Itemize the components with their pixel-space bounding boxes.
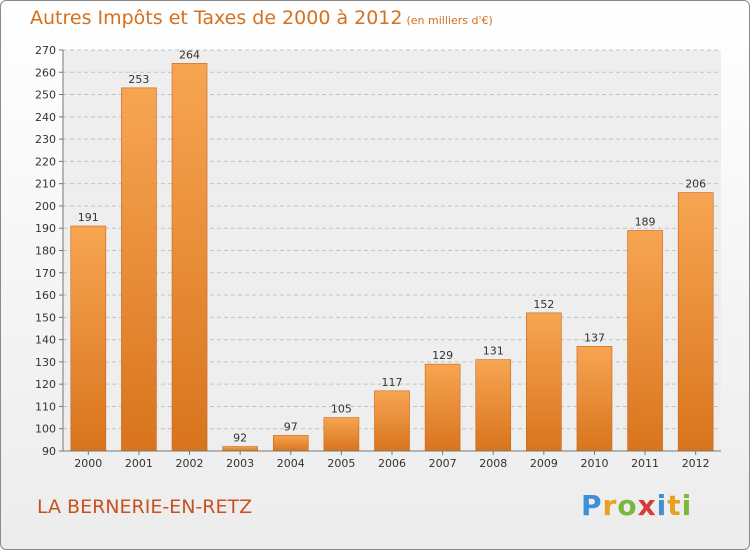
bar bbox=[374, 390, 410, 452]
bar bbox=[627, 230, 663, 452]
logo-letter: r bbox=[602, 489, 618, 522]
y-tick-label: 120 bbox=[35, 378, 56, 391]
data-label: 152 bbox=[533, 298, 554, 311]
y-tick-label: 240 bbox=[35, 111, 56, 124]
logo-letter: t bbox=[667, 489, 682, 522]
x-tick-label: 2009 bbox=[530, 457, 558, 470]
y-tick-label: 210 bbox=[35, 178, 56, 191]
axes: 90 100 110 120 130 140 150 160 170 180 190 200 210 22… bbox=[35, 44, 721, 470]
chart-title: Autres Impôts et Taxes de 2000 à 2012 (en… bbox=[30, 7, 493, 29]
chart-title-text: Autres Impôts et Taxes de 2000 à 2012 bbox=[30, 7, 403, 29]
bar bbox=[526, 312, 562, 452]
y-tick-label: 130 bbox=[35, 356, 56, 369]
y-tick-label: 170 bbox=[35, 267, 56, 280]
data-label: 189 bbox=[635, 215, 656, 228]
data-label: 206 bbox=[685, 178, 706, 191]
x-tick-label: 2002 bbox=[176, 457, 204, 470]
place-name: LA BERNERIE-EN-RETZ bbox=[37, 496, 253, 518]
logo-letter: x bbox=[637, 489, 657, 522]
bar bbox=[576, 345, 613, 452]
bar bbox=[677, 192, 714, 452]
data-label: 137 bbox=[584, 331, 605, 344]
bar bbox=[121, 87, 157, 452]
bar bbox=[222, 446, 258, 452]
y-tick-label: 270 bbox=[35, 44, 56, 57]
data-label: 129 bbox=[432, 349, 453, 362]
data-label: 97 bbox=[284, 420, 298, 433]
y-tick-label: 90 bbox=[42, 445, 56, 458]
y-tick-label: 200 bbox=[35, 200, 56, 213]
x-tick-label: 2006 bbox=[378, 457, 406, 470]
x-tick-label: 2000 bbox=[74, 457, 102, 470]
y-tick-label: 140 bbox=[35, 334, 56, 347]
bar bbox=[424, 363, 461, 452]
logo-letter: P bbox=[581, 489, 603, 522]
y-tick-label: 150 bbox=[35, 311, 56, 324]
x-tick-label: 2010 bbox=[580, 457, 608, 470]
bar bbox=[272, 435, 309, 452]
x-tick-label: 2008 bbox=[479, 457, 507, 470]
y-tick-label: 110 bbox=[35, 400, 56, 413]
data-label: 105 bbox=[331, 403, 352, 416]
data-label: 131 bbox=[483, 345, 504, 358]
chart-subtitle: (en milliers d'€) bbox=[406, 14, 493, 27]
y-tick-label: 160 bbox=[35, 289, 56, 302]
y-tick-label: 190 bbox=[35, 222, 56, 235]
y-tick-label: 180 bbox=[35, 245, 56, 258]
data-label: 92 bbox=[233, 432, 247, 445]
y-tick-label: 250 bbox=[35, 89, 56, 102]
data-label: 264 bbox=[179, 48, 200, 61]
data-label: 253 bbox=[128, 73, 149, 86]
y-tick-label: 230 bbox=[35, 133, 56, 146]
bar bbox=[171, 63, 208, 452]
bar bbox=[323, 417, 360, 452]
x-tick-label: 2005 bbox=[327, 457, 355, 470]
x-tick-label: 2011 bbox=[631, 457, 659, 470]
bar bbox=[70, 225, 107, 452]
y-tick-label: 220 bbox=[35, 155, 56, 168]
x-tick-label: 2007 bbox=[429, 457, 457, 470]
y-tick-label: 100 bbox=[35, 423, 56, 436]
x-tick-label: 2001 bbox=[125, 457, 153, 470]
x-tick-label: 2004 bbox=[277, 457, 305, 470]
x-tick-label: 2012 bbox=[682, 457, 710, 470]
bar bbox=[475, 359, 512, 452]
data-label: 117 bbox=[382, 376, 403, 389]
logo-letter: i bbox=[656, 489, 668, 522]
data-label: 191 bbox=[78, 211, 99, 224]
proxiti-logo: Proxiti bbox=[581, 489, 692, 522]
logo-letter: i bbox=[681, 489, 693, 522]
bars: 191 253 264 92 97 105 117 129 131 152 137 189 206 bbox=[70, 48, 714, 452]
x-tick-label: 2003 bbox=[226, 457, 254, 470]
y-tick-label: 260 bbox=[35, 66, 56, 79]
logo-letter: o bbox=[617, 489, 638, 522]
